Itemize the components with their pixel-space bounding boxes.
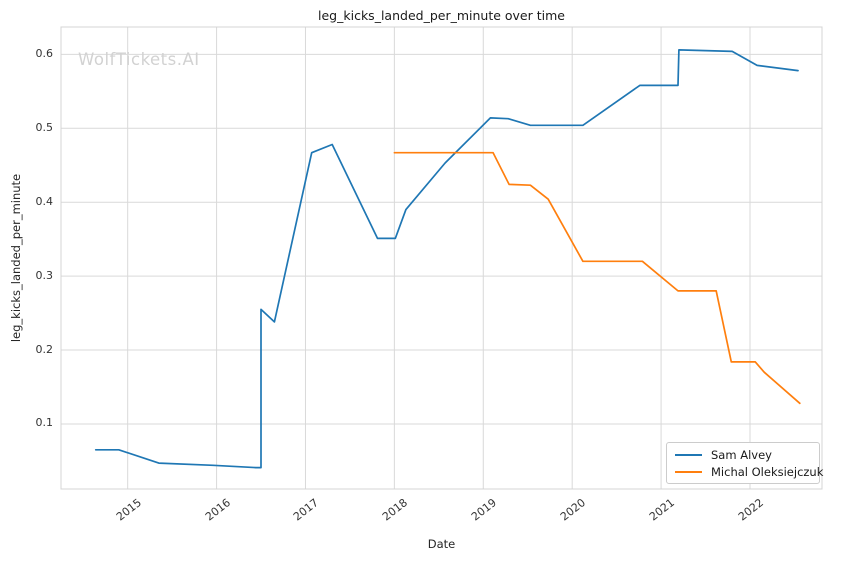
chart-title: leg_kicks_landed_per_minute over time: [318, 8, 565, 23]
legend-entry: Michal Oleksiejczuk: [675, 465, 823, 479]
legend: Sam Alvey Michal Oleksiejczuk: [666, 442, 823, 484]
legend-label: Michal Oleksiejczuk: [711, 464, 824, 479]
legend-label: Sam Alvey: [711, 447, 772, 462]
y-tick-label: 0.2: [35, 342, 54, 356]
legend-entry: Sam Alvey: [675, 448, 811, 462]
watermark: WolfTickets.AI: [78, 50, 200, 69]
y-tick-label: 0.1: [35, 416, 54, 430]
x-axis-label: Date: [427, 537, 456, 551]
y-tick-label: 0.5: [35, 120, 54, 134]
legend-line-sample: [675, 453, 702, 456]
y-tick-label: 0.4: [35, 194, 54, 208]
y-tick-label: 0.6: [35, 46, 54, 60]
legend-line-sample: [675, 470, 702, 473]
y-tick-label: 0.3: [35, 268, 54, 282]
series-line-michal-oleksiejczuk: [393, 151, 801, 405]
series-line-sam-alvey: [94, 49, 799, 469]
axes-border: [60, 26, 823, 490]
